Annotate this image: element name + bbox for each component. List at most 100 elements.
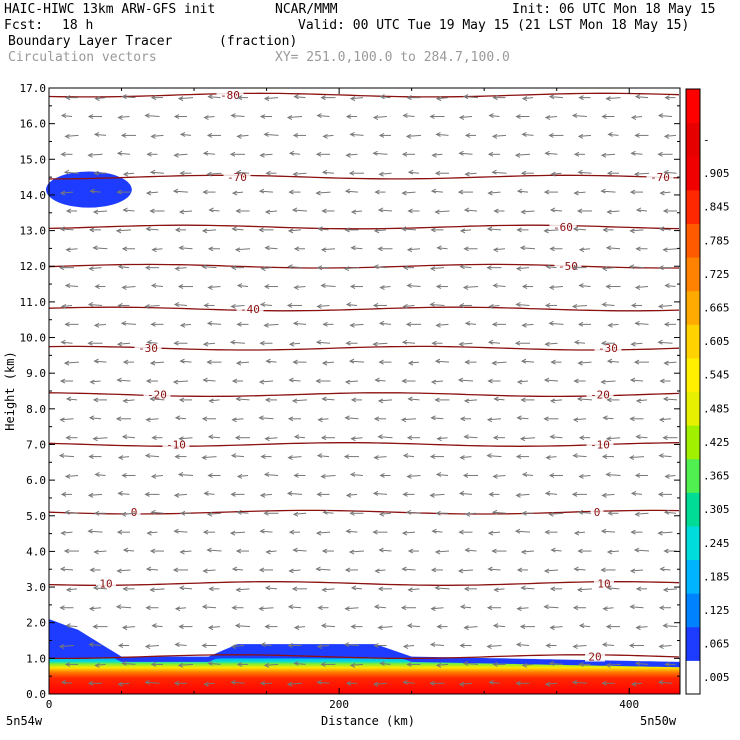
vector-arrowhead [372,529,378,535]
vector-arrowhead [521,662,528,668]
contour-label: -30 [138,342,158,355]
vector-arrowhead [545,264,551,270]
vector-arrow [173,190,189,193]
contour-line [48,224,680,230]
vector-arrowhead [459,604,466,610]
vector-arrowhead [486,226,493,232]
vector-arrow [431,417,444,420]
vector-arrowhead [345,680,352,686]
vector-arrowhead [487,378,493,384]
vector-arrowhead [122,207,128,213]
vector-arrow [630,229,644,232]
contour-label: 10 [597,577,610,590]
vector-arrowhead [92,436,98,442]
vector-arrowhead [662,247,668,253]
vector-arrow [545,152,558,155]
vector-arrow [380,662,391,665]
vector-arrowhead [291,398,298,404]
vector-arrow [123,549,135,552]
vector-arrow [294,286,306,289]
vector-arrowhead [150,321,156,327]
vector-arrowhead [345,152,351,158]
vector-arrow [88,530,103,533]
vector-arrowhead [491,321,498,327]
vector-arrowhead [379,660,385,666]
vector-arrowhead [406,283,412,289]
vector-arrow [350,133,364,136]
vector-arrowhead [263,322,269,328]
vector-arrowhead [258,188,265,194]
vector-arrowhead [549,434,555,440]
vector-arrow [517,190,529,193]
vector-arrowhead [602,415,608,421]
vector-arrowhead [577,548,583,554]
vector-arrow [89,267,102,270]
vector-arrowhead [316,644,323,649]
vector-arrowhead [65,208,72,214]
colorbar-swatch [686,122,700,157]
vector-arrowhead [436,436,442,442]
vector-arrowhead [543,377,550,383]
vector-arrow [522,473,534,476]
vector-arrowhead [548,473,555,478]
vector-arrowhead [349,510,355,516]
vector-arrowhead [345,528,351,534]
vector-arrow [179,210,193,213]
vector-arrowhead [600,528,607,534]
vector-arrowhead [60,151,66,157]
vector-arrowhead [207,434,214,440]
vector-arrowhead [235,587,241,593]
vector-arrowhead [607,510,613,516]
vector-arrow [665,285,676,288]
vector-arrowhead [264,209,271,215]
vector-arrow [288,266,302,269]
field-name: Boundary Layer Tracer [8,34,173,49]
vector-arrow [489,681,500,684]
vector-arrow [601,530,616,533]
vector-arrowhead [402,491,408,497]
vector-arrowhead [606,549,613,555]
x-axis-title: Distance (km) [321,714,415,728]
vector-arrow [460,456,472,459]
vector-arrow [608,323,619,326]
colorbar-swatch [686,391,700,426]
vector-arrow [237,134,249,137]
vector-arrow [288,229,302,232]
vector-arrowhead [605,624,612,630]
vector-arrow [88,303,103,306]
vector-arrowhead [434,585,440,591]
vector-arrowhead [231,190,238,196]
vector-arrowhead [92,624,98,630]
vector-arrow [287,492,303,495]
vector-arrow [351,437,363,440]
vector-arrowhead [635,246,641,252]
vector-arrowhead [373,455,379,461]
vector-arrow [579,285,591,288]
vector-arrowhead [430,606,436,612]
colorbar-label: - [703,133,710,146]
vector-arrowhead [120,320,127,326]
vector-arrow [488,568,501,571]
vector-arrow [89,417,102,420]
vector-arrowhead [515,301,521,307]
vector-arrowhead [202,189,208,195]
vector-arrowhead [150,133,156,139]
vector-arrow [322,361,335,364]
vector-arrowhead [434,549,441,555]
vector-arrowhead [315,190,321,196]
vector-arrowhead [234,623,241,629]
axes: 0.0 1.0 2.0 3.0 4.0 5.0 6.0 7.0 8.0 9.0 10.0 11.0 12… [20,82,680,711]
vector-arrowhead [145,605,151,611]
vector-arrowhead [59,605,65,611]
vector-arrowhead [402,644,409,649]
vector-arrow [349,360,365,363]
vector-arrowhead [235,208,241,214]
vector-arrow [459,342,473,345]
field-units: (fraction) [219,34,298,49]
vector-arrow [88,153,103,156]
vector-arrow [550,626,563,629]
vector-arrowhead [407,208,413,214]
contour-line [48,654,680,660]
vector-arrow [663,588,678,591]
vector-arrowhead [521,322,527,328]
